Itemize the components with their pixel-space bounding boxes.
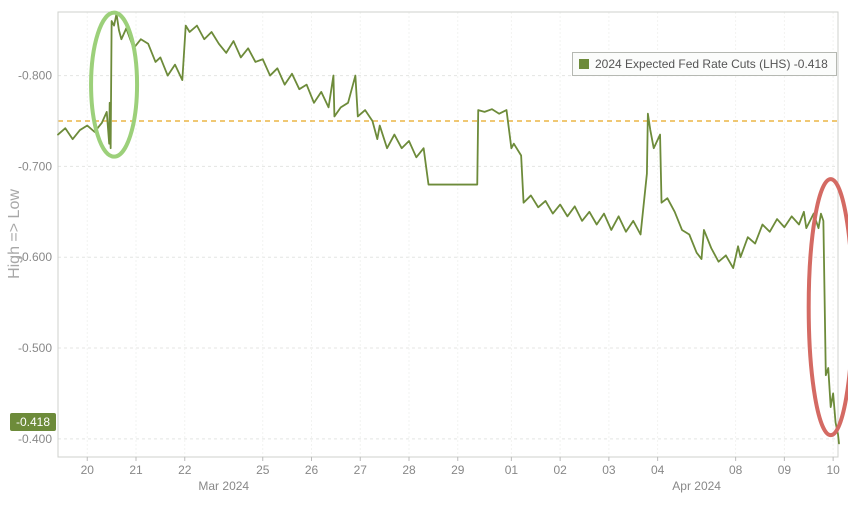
svg-text:Apr 2024: Apr 2024 bbox=[672, 479, 721, 493]
svg-text:-0.400: -0.400 bbox=[18, 432, 52, 446]
svg-text:20: 20 bbox=[81, 463, 95, 477]
chart-svg: -0.800-0.700-0.600-0.500-0.4002021222526… bbox=[0, 0, 848, 507]
svg-text:28: 28 bbox=[402, 463, 416, 477]
y-axis-label: High => Low bbox=[6, 174, 24, 294]
last-value-tag: -0.418 bbox=[10, 413, 56, 431]
svg-text:25: 25 bbox=[256, 463, 270, 477]
svg-text:22: 22 bbox=[178, 463, 192, 477]
svg-text:Mar 2024: Mar 2024 bbox=[198, 479, 249, 493]
svg-text:-0.700: -0.700 bbox=[18, 159, 52, 173]
svg-text:10: 10 bbox=[826, 463, 840, 477]
legend-text: 2024 Expected Fed Rate Cuts (LHS) -0.418 bbox=[595, 57, 828, 71]
svg-text:01: 01 bbox=[505, 463, 519, 477]
svg-text:27: 27 bbox=[354, 463, 368, 477]
svg-text:03: 03 bbox=[602, 463, 616, 477]
fed-rate-cuts-chart: -0.800-0.700-0.600-0.500-0.4002021222526… bbox=[0, 0, 848, 507]
svg-text:-0.500: -0.500 bbox=[18, 341, 52, 355]
svg-text:21: 21 bbox=[129, 463, 143, 477]
svg-text:04: 04 bbox=[651, 463, 665, 477]
svg-text:29: 29 bbox=[451, 463, 465, 477]
legend-swatch bbox=[579, 59, 589, 69]
svg-text:09: 09 bbox=[778, 463, 792, 477]
svg-text:08: 08 bbox=[729, 463, 743, 477]
svg-text:02: 02 bbox=[553, 463, 567, 477]
chart-legend: 2024 Expected Fed Rate Cuts (LHS) -0.418 bbox=[572, 52, 837, 76]
svg-text:-0.800: -0.800 bbox=[18, 69, 52, 83]
svg-text:26: 26 bbox=[305, 463, 319, 477]
